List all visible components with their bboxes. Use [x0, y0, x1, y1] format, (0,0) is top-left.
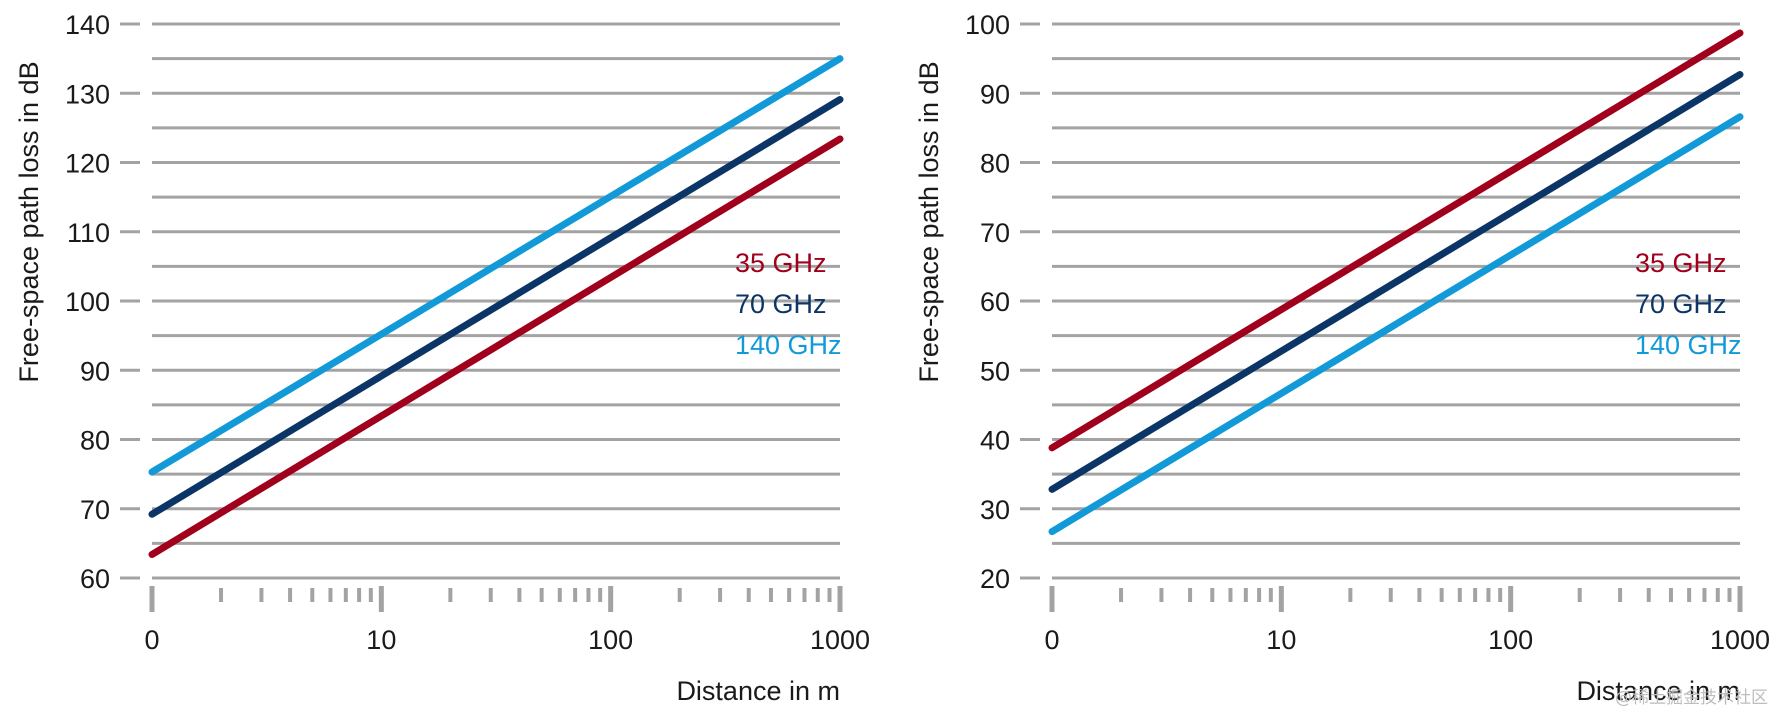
- x-axis-title: Distance in m: [1576, 676, 1740, 706]
- y-axis-title: Free-space path loss in dB: [14, 61, 44, 382]
- y-tick-label: 50: [980, 356, 1010, 386]
- series-line: [148, 55, 844, 476]
- legend-entry: 35 GHz: [1635, 248, 1727, 278]
- legend-entry: 35 GHz: [735, 248, 827, 278]
- x-tick-label: 10: [1266, 625, 1296, 655]
- y-axis-title: Free-space path loss in dB: [914, 61, 944, 382]
- y-tick-label: 90: [80, 356, 110, 386]
- y-tick-label: 100: [65, 287, 110, 317]
- legend-entry: 140 GHz: [735, 330, 842, 360]
- x-tick-label: 100: [1488, 625, 1533, 655]
- x-axis-title: Distance in m: [676, 676, 840, 706]
- legend-entry: 70 GHz: [1635, 289, 1727, 319]
- y-tick-label: 70: [80, 495, 110, 525]
- y-tick-label: 130: [65, 79, 110, 109]
- y-tick-label: 80: [980, 149, 1010, 179]
- y-tick-label: 140: [65, 10, 110, 40]
- x-tick-label: 0: [1044, 625, 1059, 655]
- y-tick-label: 90: [980, 79, 1010, 109]
- y-tick-label: 70: [980, 218, 1010, 248]
- y-tick-label: 80: [80, 426, 110, 456]
- watermark-text: @稀土掘金技术社区: [1615, 688, 1768, 708]
- series-line: [1048, 113, 1744, 536]
- legend-entry: 70 GHz: [735, 289, 827, 319]
- y-tick-label: 30: [980, 495, 1010, 525]
- y-tick-label: 60: [80, 564, 110, 594]
- x-tick-label: 1000: [810, 625, 870, 655]
- x-tick-label: 0: [144, 625, 159, 655]
- y-tick-label: 20: [980, 564, 1010, 594]
- series-line: [148, 95, 844, 518]
- y-tick-label: 100: [965, 10, 1010, 40]
- y-tick-label: 110: [67, 218, 110, 248]
- series-line: [148, 135, 844, 558]
- y-tick-label: 120: [65, 149, 110, 179]
- y-tick-label: 60: [980, 287, 1010, 317]
- x-tick-label: 1000: [1710, 625, 1770, 655]
- legend-entry: 140 GHz: [1635, 330, 1742, 360]
- x-tick-label: 10: [366, 625, 396, 655]
- y-tick-label: 40: [980, 426, 1010, 456]
- series-line: [1048, 71, 1744, 493]
- x-tick-label: 100: [588, 625, 633, 655]
- series-line: [1048, 29, 1744, 452]
